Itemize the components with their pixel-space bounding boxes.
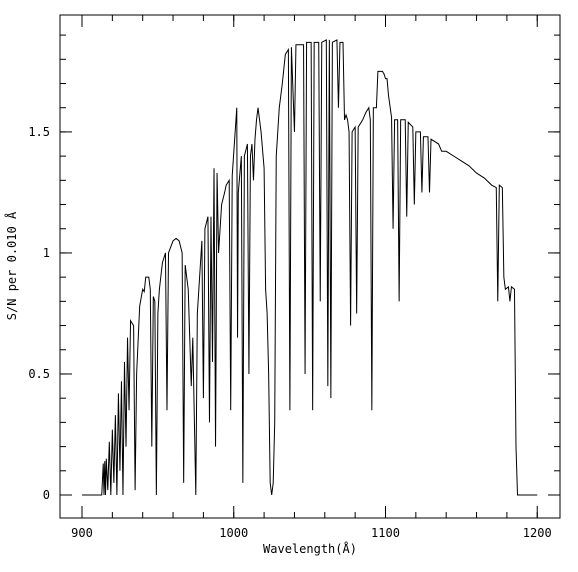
- spectrum-line: [82, 39, 538, 496]
- y-tick-label: 1.5: [28, 125, 50, 139]
- x-tick-label: 900: [71, 526, 93, 540]
- x-axis-label: Wavelength(Å): [263, 541, 357, 556]
- x-tick-label: 1100: [371, 526, 400, 540]
- y-tick-label: 0.5: [28, 367, 50, 381]
- y-tick-label: 1: [43, 246, 50, 260]
- plot-frame: [59, 14, 561, 519]
- y-axis-label: S/N per 0.010 Å: [4, 211, 19, 320]
- x-tick-label: 1000: [219, 526, 248, 540]
- y-tick-label: 0: [43, 488, 50, 502]
- x-tick-label: 1200: [523, 526, 552, 540]
